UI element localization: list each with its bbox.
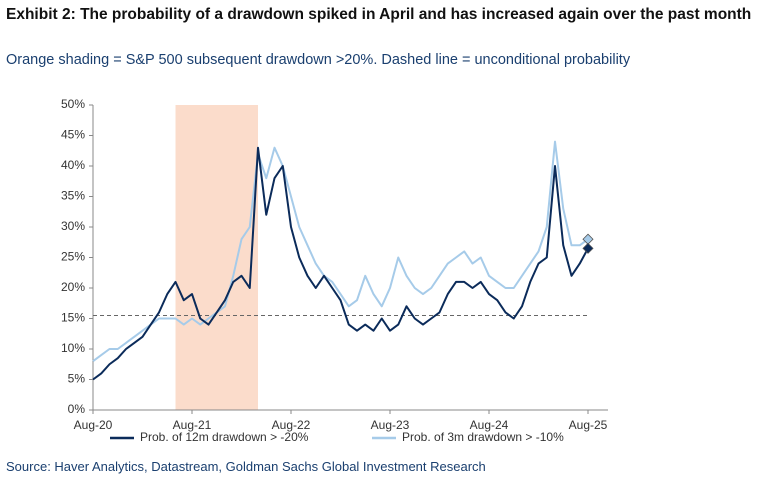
end-marker [582,242,594,254]
series-line [92,146,589,381]
legend-label: Prob. of 12m drawdown > -20% [140,430,309,444]
x-tick-label: Aug-24 [470,418,509,432]
y-tick-label: 25% [61,250,85,264]
y-tick-label: 35% [61,189,85,203]
y-tick-label: 30% [61,219,85,233]
x-tick-label: Aug-21 [173,418,212,432]
chart-subtitle: Orange shading = S&P 500 subsequent draw… [6,52,631,68]
y-tick-label: 40% [61,158,85,172]
y-tick-label: 50% [61,97,85,111]
y-tick-label: 0% [68,402,86,416]
shaded-region [175,105,258,410]
chart: 0% 5% 10% 15% 20% 25% 30% 35% 40% 45% 50% Aug-20 Aug… [61,97,608,444]
y-tick-label: 10% [61,341,85,355]
legend-label: Prob. of 3m drawdown > -10% [402,430,564,444]
y-tick-label: 5% [68,372,86,386]
chart-title: Exhibit 2: The probability of a drawdown… [6,6,752,23]
x-tick-label: Aug-22 [272,418,311,432]
series-line [92,140,589,363]
y-tick-label: 45% [61,128,85,142]
x-tick-label: Aug-23 [371,418,410,432]
source-note: Source: Haver Analytics, Datastream, Gol… [6,459,486,474]
y-tick-label: 20% [61,280,85,294]
y-tick-label: 15% [61,311,85,325]
x-tick-label: Aug-20 [74,418,113,432]
x-tick-label: Aug-25 [569,418,608,432]
